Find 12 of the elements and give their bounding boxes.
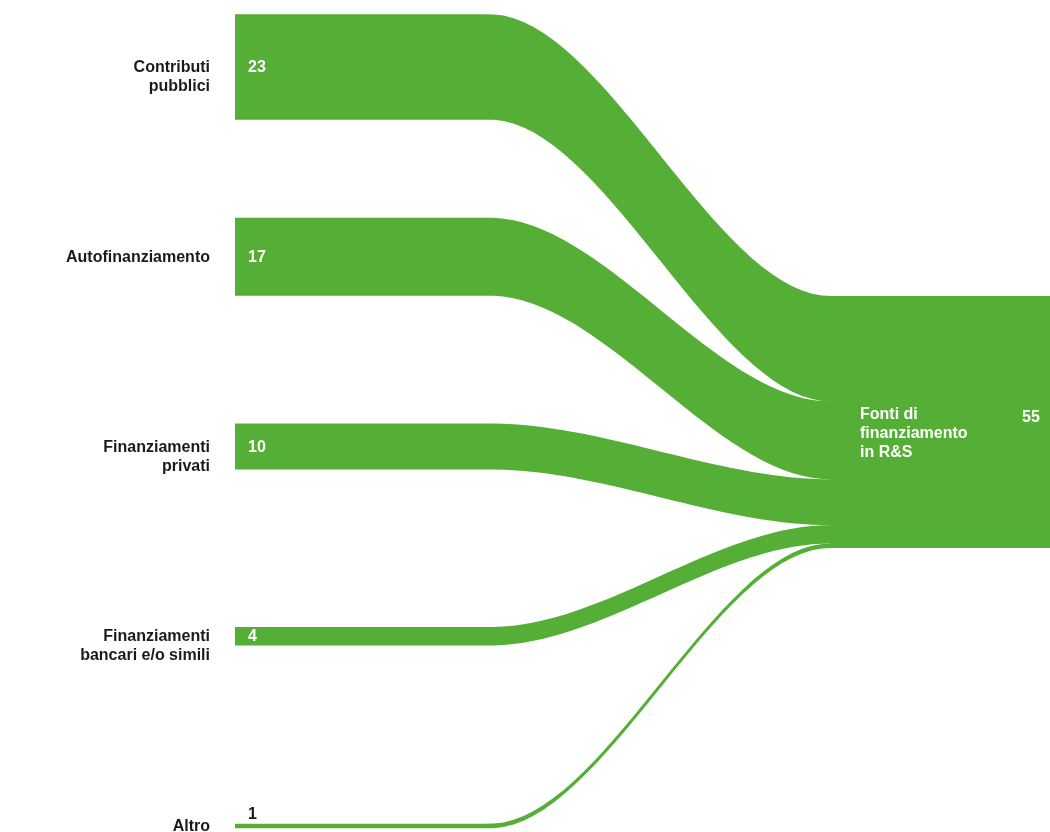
category-label: Autofinanziamento <box>66 247 211 265</box>
data-label: 1 <box>248 804 257 822</box>
category-label: Finanziamenti privati <box>103 437 210 474</box>
data-label: 55 <box>1022 408 1040 425</box>
data-label: 17 <box>248 247 266 265</box>
category-label: Fonti di finanziamento in R&S <box>860 405 968 460</box>
data-label: 10 <box>248 437 266 455</box>
data-label: 23 <box>248 58 266 75</box>
category-label: Finanziamenti bancari e/o simili <box>80 627 210 664</box>
category-label: Contributi pubblici <box>133 58 210 94</box>
category-label: Altro <box>172 817 211 832</box>
data-label: 4 <box>248 627 257 645</box>
